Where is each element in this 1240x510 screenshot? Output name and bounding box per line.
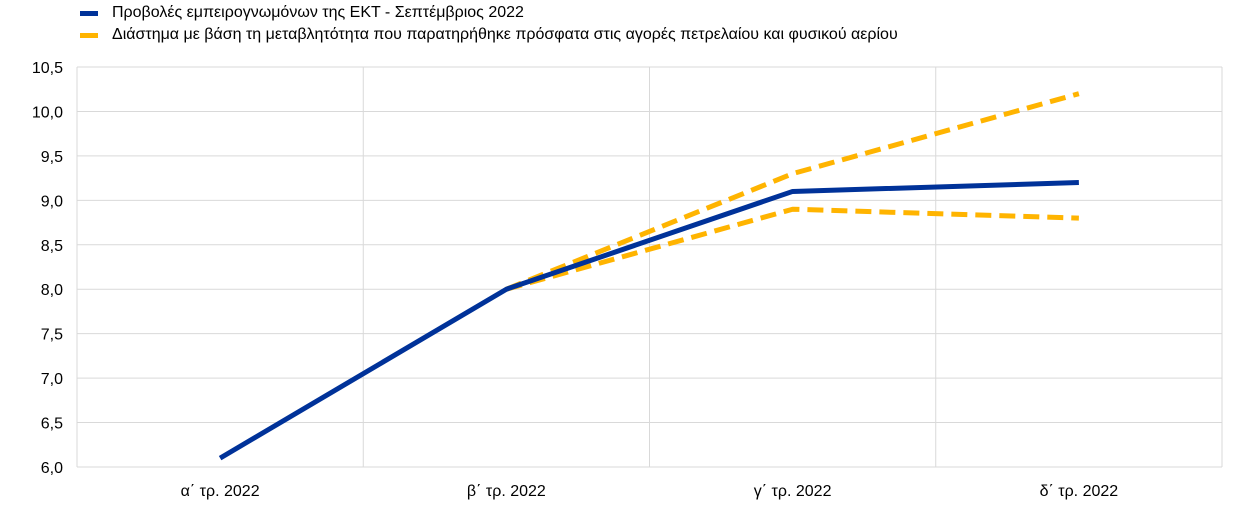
- series-lines: [218, 91, 1080, 461]
- legend-item-ecb-projections: Προβολές εμπειρογνωμόνων της ΕΚΤ - Σεπτέ…: [80, 2, 898, 24]
- y-tick-label: 9,5: [41, 149, 63, 166]
- x-tick-label: α΄ τρ. 2022: [181, 483, 260, 500]
- y-tick-label: 9,0: [41, 193, 63, 210]
- y-tick-label: 10,0: [32, 104, 63, 121]
- y-tick-label: 8,5: [41, 238, 63, 255]
- legend-item-volatility-range: Διάστημα με βάση τη μεταβλητότητα που πα…: [80, 24, 898, 46]
- legend-label-volatility-range: Διάστημα με βάση τη μεταβλητότητα που πα…: [112, 26, 898, 43]
- series-line-ecb-projections: [218, 180, 1079, 461]
- x-tick-label: β΄ τρ. 2022: [467, 483, 546, 500]
- x-tick-label: γ΄ τρ. 2022: [754, 483, 832, 500]
- y-tick-label: 6,0: [41, 460, 63, 477]
- y-tick-label: 7,5: [41, 327, 63, 344]
- legend-swatch-blue: [80, 10, 98, 16]
- y-tick-label: 8,0: [41, 282, 63, 299]
- y-tick-label: 10,5: [32, 60, 63, 77]
- legend: Προβολές εμπειρογνωμόνων της ΕΚΤ - Σεπτέ…: [80, 2, 898, 46]
- series-line-volatility-bound: [505, 206, 1079, 292]
- y-axis-ticks: 6,0 6,5 7,0 7,5 8,0 8,5 9,0 9,5 10,0 10,5: [32, 60, 63, 477]
- legend-swatch-yellow: [80, 32, 98, 38]
- x-axis-ticks: α΄ τρ. 2022 β΄ τρ. 2022 γ΄ τρ. 2022 δ΄ τρ. …: [181, 483, 1119, 500]
- y-tick-label: 6,5: [41, 416, 63, 433]
- legend-label-ecb-projections: Προβολές εμπειρογνωμόνων της ΕΚΤ - Σεπτέ…: [112, 4, 524, 21]
- series-line-volatility-bound: [505, 91, 1080, 292]
- y-tick-label: 7,0: [41, 371, 63, 388]
- x-tick-label: δ΄ τρ. 2022: [1040, 483, 1119, 500]
- gridlines: [76, 66, 1223, 468]
